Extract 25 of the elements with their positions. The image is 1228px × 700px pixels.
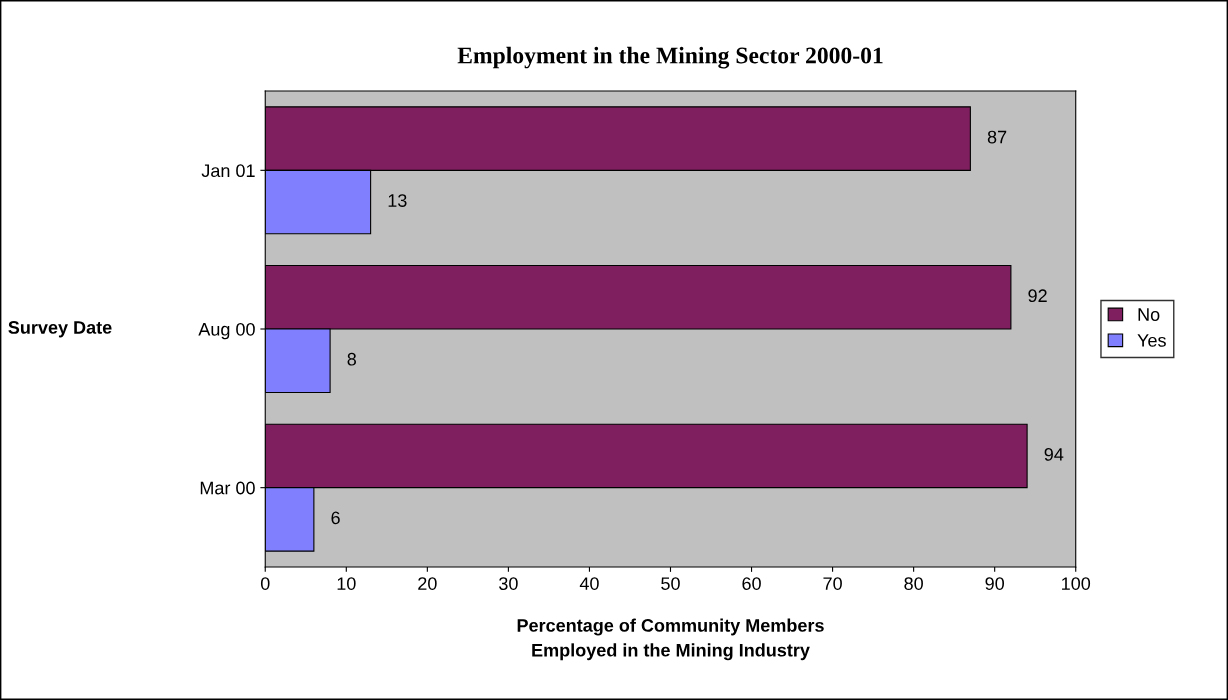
x-tick-label: 90 [985, 577, 1005, 590]
legend-label: Yes [1137, 334, 1166, 347]
data-label: 6 [331, 511, 340, 525]
data-label: 13 [388, 194, 407, 207]
data-label: 94 [1044, 447, 1064, 461]
x-axis-title: Percentage of Community Members Employed in the Mining Industry [517, 618, 824, 661]
x-tick-label: 70 [823, 577, 842, 590]
x-tick-label: 100 [1062, 577, 1091, 590]
y-tick-label: Mar 00 [200, 481, 255, 495]
data-label: 8 [347, 352, 357, 366]
y-tick-label: Aug 00 [198, 322, 255, 340]
x-tick-label: 60 [742, 577, 761, 590]
data-label: 92 [1028, 289, 1047, 303]
legend-label: No [1138, 308, 1160, 321]
x-tick-label: 0 [260, 577, 270, 590]
chart-title: Employment in the Mining Sector 2000-01 [457, 46, 883, 69]
x-tick-label: 50 [661, 577, 680, 590]
data-label: 87 [987, 130, 1007, 144]
y-tick-label: Jan 01 [201, 164, 255, 178]
x-tick-label: 30 [499, 577, 518, 590]
y-axis-title: Survey Date [8, 321, 112, 338]
x-tick-label: 40 [579, 577, 599, 590]
x-tick-label: 80 [904, 577, 923, 590]
x-tick-label: 10 [337, 577, 356, 590]
x-tick-label: 20 [418, 577, 437, 590]
